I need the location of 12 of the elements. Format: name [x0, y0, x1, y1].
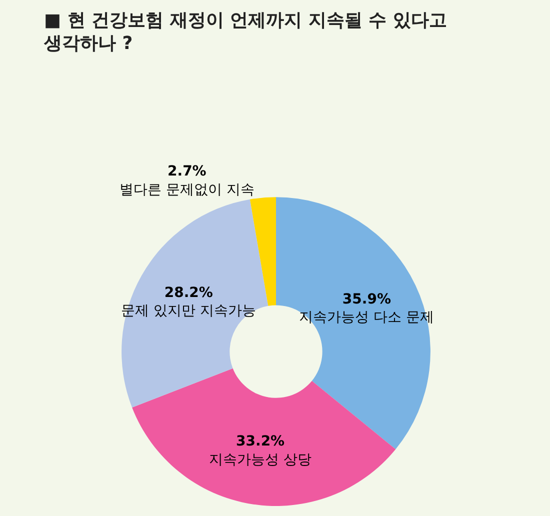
data-label: 2.7% [168, 164, 206, 180]
chart-title: ■ 현 건강보험 재정이 언제까지 지속될 수 있다고 생각하나 ? [43, 10, 447, 54]
donut-slice [122, 199, 268, 408]
slice-label: 별다른 문제없이 지속 [119, 182, 254, 198]
donut-slice [132, 368, 396, 506]
slice-label: 문제 있지만 지속가능 [121, 303, 256, 320]
data-label: 28.2% [164, 284, 213, 301]
slice-label: 지속가능성 상당 [209, 452, 312, 468]
slice-label: 지속가능성 다소 문제 [299, 310, 434, 326]
data-label: 33.2% [236, 434, 285, 450]
donut-slice [250, 197, 276, 306]
data-label: 35.9% [342, 291, 391, 308]
